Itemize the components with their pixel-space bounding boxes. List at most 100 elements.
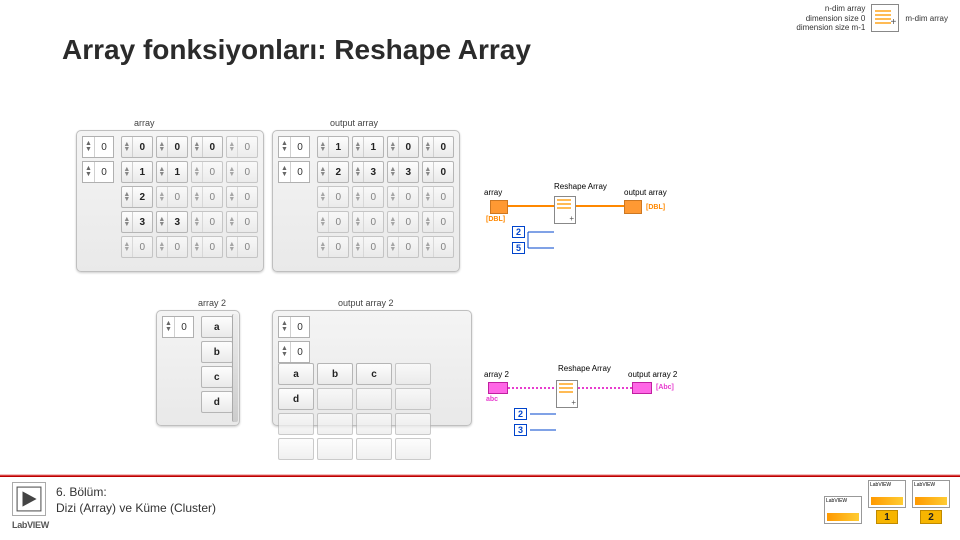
array-cell: [395, 438, 431, 460]
book-cover: LabVIEW: [912, 480, 950, 508]
array-cell: ▲▼2: [317, 161, 349, 183]
reshape-node: +: [554, 196, 576, 224]
footer-divider: [0, 474, 960, 477]
book-number: 1: [876, 510, 898, 524]
array-cell: ▲▼0: [422, 136, 454, 158]
array-cell: ▲▼0: [422, 186, 454, 208]
help-text: dimension size m-1: [796, 23, 865, 33]
array-grid: ▲▼1▲▼1▲▼0▲▼0▲▼2▲▼3▲▼3▲▼0▲▼0▲▼0▲▼0▲▼0▲▼0▲…: [317, 136, 454, 258]
array-cell: ▲▼0: [121, 136, 153, 158]
index-controls[interactable]: ▲▼0 ▲▼0: [278, 316, 310, 363]
array-cell: ▲▼1: [156, 161, 188, 183]
type-label: abc: [486, 396, 498, 403]
type-label: [Abc]: [656, 384, 674, 391]
array-cell: d: [201, 391, 233, 413]
array-cell: a: [201, 316, 233, 338]
array-label: array 2: [198, 298, 226, 308]
array-cell: ▲▼3: [352, 161, 384, 183]
array-cell: c: [201, 366, 233, 388]
book-thumbnails: LabVIEW LabVIEW1 LabVIEW2: [824, 480, 950, 524]
reshape-icon: +: [871, 4, 899, 32]
array-cell: [395, 363, 431, 385]
array-cell: ▲▼1: [317, 136, 349, 158]
array-cell: c: [356, 363, 392, 385]
array-grid: abcd: [278, 363, 431, 460]
array-label: output array: [330, 118, 378, 128]
array-cell: ▲▼0: [226, 136, 258, 158]
labview-logo: [12, 482, 46, 516]
string-terminal: [488, 382, 508, 394]
array-cell: ▲▼2: [121, 186, 153, 208]
array-label: array: [134, 118, 155, 128]
bd-label: array 2: [484, 370, 509, 379]
numeric-constant: 5: [512, 242, 525, 254]
array-cell: ▲▼0: [156, 186, 188, 208]
array-cell: ▲▼0: [191, 136, 223, 158]
array-cell: ▲▼0: [191, 211, 223, 233]
array-cell: [317, 413, 353, 435]
bd-title: Reshape Array: [554, 182, 607, 191]
bd-label: output array 2: [628, 370, 677, 379]
array2-output-panel: ▲▼0 ▲▼0 abcd: [272, 310, 472, 426]
array-terminal: [490, 200, 508, 214]
index-controls[interactable]: ▲▼0 ▲▼0: [278, 136, 310, 183]
array-cell: ▲▼0: [352, 236, 384, 258]
numeric-constant: 2: [512, 226, 525, 238]
array-cell: ▲▼0: [422, 161, 454, 183]
numeric-constant: 3: [514, 424, 527, 436]
scrollbar[interactable]: [232, 314, 238, 422]
array-cell: ▲▼0: [387, 211, 419, 233]
help-text: m-dim array: [905, 14, 948, 24]
array-cell: [317, 388, 353, 410]
array-cell: ▲▼0: [191, 186, 223, 208]
array-cell: ▲▼0: [156, 136, 188, 158]
array-cell: ▲▼0: [352, 186, 384, 208]
index-controls[interactable]: ▲▼0: [162, 316, 194, 338]
type-label: [DBL]: [486, 216, 505, 223]
array-cell: ▲▼1: [352, 136, 384, 158]
array-cell: ▲▼0: [387, 236, 419, 258]
array-cell: ▲▼0: [317, 211, 349, 233]
wire: [576, 204, 626, 210]
array-cell: ▲▼0: [422, 236, 454, 258]
array-cell: b: [201, 341, 233, 363]
array-cell: ▲▼3: [121, 211, 153, 233]
book-cover: LabVIEW: [868, 480, 906, 508]
array-cell: d: [278, 388, 314, 410]
array-cell: ▲▼0: [352, 211, 384, 233]
array-cell: ▲▼3: [387, 161, 419, 183]
array-cell: ▲▼0: [422, 211, 454, 233]
reshape-help-diagram: n-dim array dimension size 0 dimension s…: [796, 4, 948, 33]
block-diagram-1: array Reshape Array output array [DBL] +…: [484, 188, 684, 268]
array-cell: [395, 413, 431, 435]
array-cell: [356, 413, 392, 435]
bd-label: output array: [624, 188, 667, 197]
array-grid: ▲▼0▲▼0▲▼0▲▼0▲▼1▲▼1▲▼0▲▼0▲▼2▲▼0▲▼0▲▼0▲▼3▲…: [121, 136, 258, 258]
array-cell: ▲▼0: [226, 211, 258, 233]
array-cell: a: [278, 363, 314, 385]
array-terminal: [624, 200, 642, 214]
array-cell: ▲▼0: [226, 161, 258, 183]
array-cell: ▲▼0: [226, 236, 258, 258]
array-cell: ▲▼0: [191, 236, 223, 258]
array-cell: ▲▼0: [156, 236, 188, 258]
array-cell: [317, 438, 353, 460]
array-cell: ▲▼0: [226, 186, 258, 208]
block-diagram-2: array 2 Reshape Array output array 2 abc…: [484, 370, 694, 450]
array-cell: [395, 388, 431, 410]
index-controls[interactable]: ▲▼0 ▲▼0: [82, 136, 114, 183]
array-cell: ▲▼0: [317, 186, 349, 208]
array-cell: ▲▼0: [191, 161, 223, 183]
labview-wordmark: LabVIEW: [12, 520, 49, 530]
bd-label: array: [484, 188, 502, 197]
array2-input-panel: ▲▼0 abcd: [156, 310, 240, 426]
bd-title: Reshape Array: [558, 364, 611, 373]
array-cell: [356, 438, 392, 460]
help-text: n-dim array: [796, 4, 865, 14]
array-label: output array 2: [338, 298, 394, 308]
string-terminal: [632, 382, 652, 394]
array-cell: [356, 388, 392, 410]
page-title: Array fonksiyonları: Reshape Array: [62, 34, 531, 66]
footer-text: 6. Bölüm: Dizi (Array) ve Küme (Cluster): [56, 484, 216, 516]
array-grid: abcd: [201, 316, 233, 413]
